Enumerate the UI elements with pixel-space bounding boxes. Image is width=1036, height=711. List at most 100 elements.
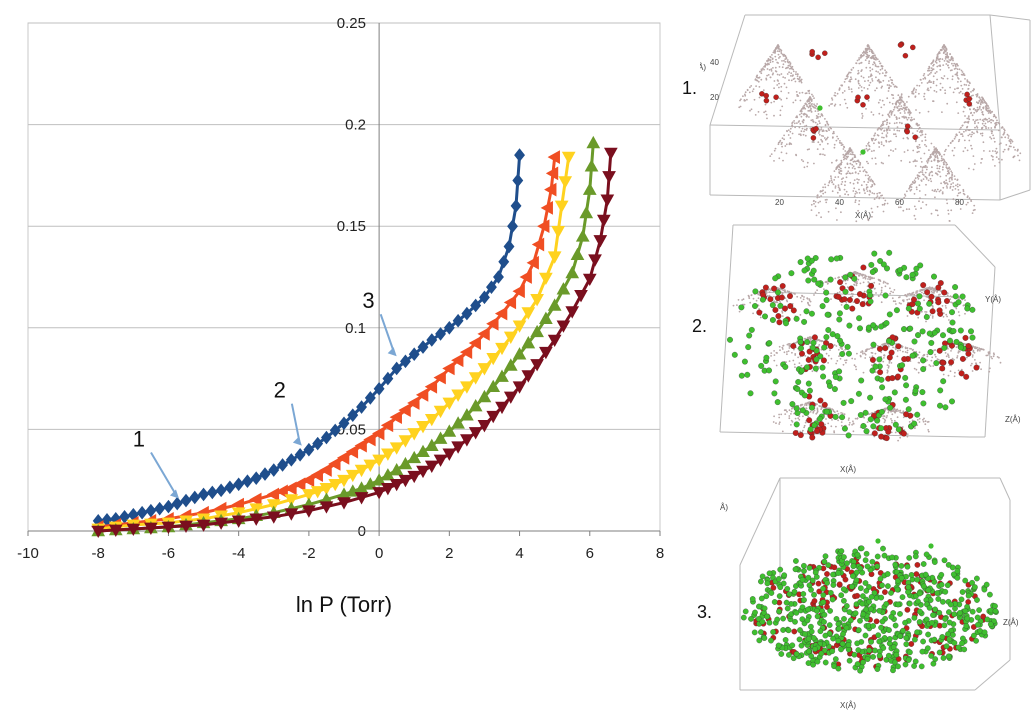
green-molecule [919,648,926,655]
red-molecule [791,628,798,635]
lattice-dot [987,109,990,112]
lattice-dot [1003,131,1006,134]
lattice-dot [931,174,934,177]
data-point-marker [460,408,474,421]
lattice-dot [805,403,808,406]
lattice-dot [993,140,996,143]
lattice-dot [831,99,834,101]
green-molecule [957,344,964,351]
lattice-dot [782,159,784,162]
red-molecule [809,434,816,441]
lattice-dot [944,56,947,58]
lattice-dot [800,81,803,84]
data-point-marker [512,347,527,360]
data-point-marker [354,492,369,505]
green-molecule [795,379,802,385]
lattice-dot [777,62,779,64]
lattice-dot [833,431,836,434]
lattice-dot [973,163,976,165]
lattice-dot [981,96,983,99]
lattice-dot [885,123,888,126]
lattice-dot [916,84,918,87]
lattice-dot [867,275,870,278]
green-molecule [839,414,846,421]
red-molecule [756,309,763,316]
lattice-dot [802,415,804,418]
lattice-dot [818,133,821,136]
lattice-dot [844,78,847,81]
lattice-dot [849,181,852,184]
lattice-dot [895,116,898,118]
green-molecule [846,322,853,329]
lattice-dot [888,87,890,90]
lattice-dot [836,191,839,194]
data-point-marker [468,427,483,440]
lattice-dot [1014,149,1016,151]
lattice-dot [779,139,782,142]
lattice-dot [780,73,783,75]
data-point-marker [579,205,594,219]
lattice-dot [871,80,874,82]
green-molecule [833,616,840,622]
data-point-marker [570,247,585,260]
lattice-dot [778,423,781,425]
structure-panel-3: Y(Å)Z(Å)X(Å) [720,477,1019,710]
lattice-dot [805,129,808,131]
lattice-dot [995,152,998,155]
lattice-dot [756,74,759,77]
lattice-dot [840,167,842,170]
green-molecule [857,585,864,592]
green-molecule [940,655,947,661]
lattice-dot [926,296,929,298]
lattice-dot [963,193,966,196]
lattice-dot [873,142,875,145]
lattice-dot [907,111,910,114]
green-molecule [957,327,964,334]
green-molecule [972,584,978,590]
lattice-dot [789,130,792,133]
lattice-dot [873,198,876,201]
lattice-dot [979,349,981,352]
box-edge [999,189,1031,201]
lattice-dot [831,97,833,100]
red-molecule [904,606,911,613]
lattice-dot [797,356,799,359]
lattice-dot [956,87,958,90]
green-molecule [836,316,843,323]
lattice-dot [864,277,867,280]
lattice-dot [893,133,895,136]
data-point-marker [554,200,569,213]
lattice-dot [902,209,905,212]
lattice-dot [929,314,932,316]
lattice-dot [898,117,901,120]
lattice-dot [765,77,768,80]
lattice-dot [984,122,987,125]
lattice-dot [923,73,926,75]
red-molecule [849,305,856,312]
lattice-dot [953,137,956,140]
data-point-marker [284,494,299,507]
lattice-dot [889,140,892,143]
data-point-marker [452,313,464,328]
lattice-dot [943,153,946,156]
lattice-dot [857,160,860,163]
lattice-dot [780,151,783,154]
lattice-dot [900,105,903,107]
red-molecule [797,432,804,439]
lattice-dot [846,106,849,109]
green-molecule [759,618,766,625]
lattice-dot [863,180,866,183]
lattice-dot [804,134,807,137]
pore-cone [810,147,889,223]
lattice-dot [951,189,954,191]
lattice-dot [835,139,838,142]
data-point-marker [215,483,227,498]
lattice-dot [788,347,791,349]
lattice-dot [921,291,923,294]
lattice-dot [941,305,944,307]
lattice-dot [827,362,829,364]
lattice-dot [956,74,959,77]
lattice-dot [846,75,849,77]
lattice-dot [865,186,868,189]
lattice-dot [931,61,934,64]
